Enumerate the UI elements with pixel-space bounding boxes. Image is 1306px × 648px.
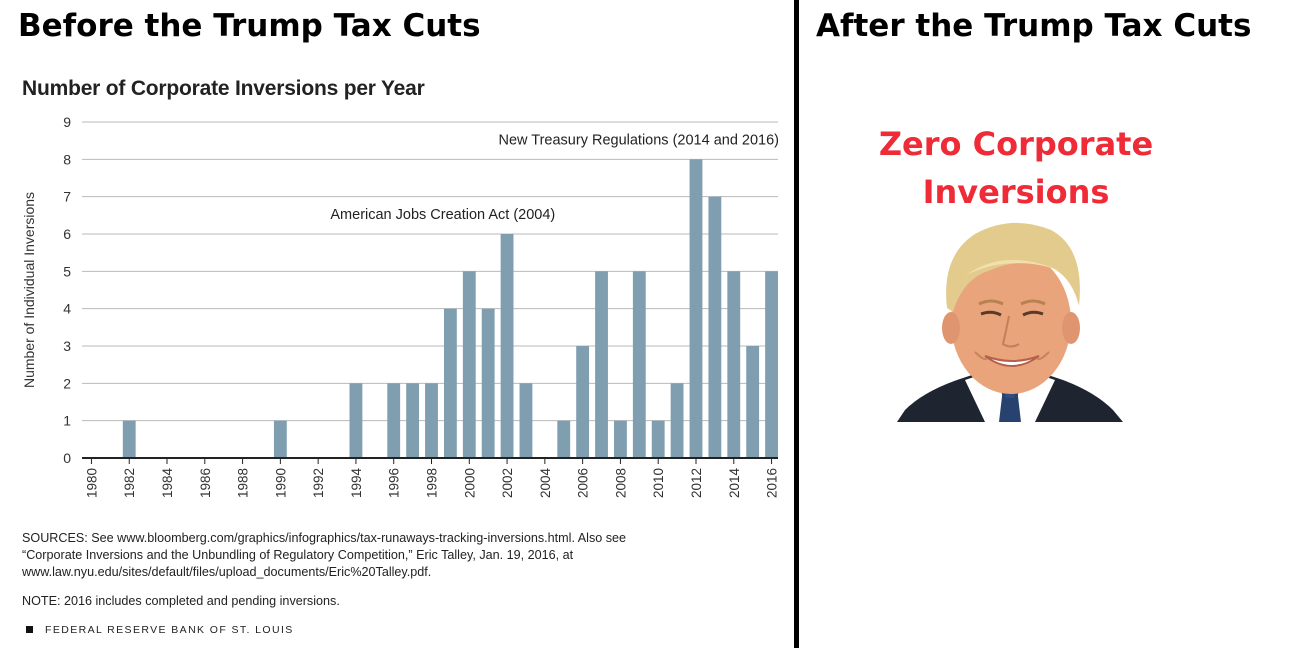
x-tick-label: 2002: [500, 468, 515, 498]
sources-line: SOURCES: See www.bloomberg.com/graphics/…: [22, 531, 627, 545]
x-tick-label: 1982: [122, 468, 137, 498]
publisher-footer: FEDERAL RESERVE BANK OF ST. LOUIS: [26, 624, 294, 636]
before-heading: Before the Trump Tax Cuts: [18, 8, 481, 44]
after-heading: After the Trump Tax Cuts: [816, 8, 1252, 44]
bar: [557, 420, 571, 458]
y-tick-label: 1: [63, 413, 71, 429]
x-tick-label: 1996: [387, 468, 402, 498]
publisher-name: FEDERAL RESERVE BANK OF ST. LOUIS: [45, 624, 294, 636]
sources-line: “Corporate Inversions and the Unbundling…: [22, 548, 574, 562]
bar: [689, 159, 703, 459]
x-tick-label: 2004: [538, 468, 553, 499]
bar: [651, 420, 665, 458]
bar: [519, 383, 533, 458]
y-tick-label: 6: [63, 226, 71, 242]
y-tick-label: 2: [63, 375, 71, 391]
y-tick-label: 7: [63, 189, 71, 205]
bar: [727, 271, 741, 458]
sources-line: www.law.nyu.edu/sites/default/files/uplo…: [22, 565, 432, 579]
portrait-image: [897, 222, 1123, 422]
bar: [632, 271, 646, 458]
bar: [406, 383, 420, 458]
bar: [500, 234, 514, 458]
y-tick-label: 8: [63, 151, 71, 167]
x-tick-label: 1980: [84, 468, 99, 498]
bar: [765, 271, 778, 458]
bar: [613, 420, 627, 458]
x-tick-label: 2006: [576, 468, 591, 498]
bar: [746, 346, 760, 458]
bar: [387, 383, 401, 458]
bar: [708, 196, 722, 458]
bar: [481, 308, 495, 458]
x-tick-label: 1984: [160, 468, 175, 499]
x-tick-label: 1990: [273, 468, 288, 498]
bar: [595, 271, 608, 458]
x-tick-label: 2000: [462, 468, 477, 498]
bar: [425, 383, 438, 458]
bar: [349, 383, 363, 458]
x-tick-label: 1994: [349, 468, 364, 499]
bar: [576, 346, 590, 458]
y-tick-label: 0: [63, 450, 71, 466]
chart-title: Number of Corporate Inversions per Year: [22, 77, 425, 100]
y-tick-label: 9: [63, 114, 71, 130]
x-tick-label: 1998: [425, 468, 440, 498]
x-tick-label: 1992: [311, 468, 326, 498]
chart-annotation: New Treasury Regulations (2014 and 2016): [499, 132, 780, 148]
data-note: NOTE: 2016 includes completed and pendin…: [22, 594, 340, 608]
bar: [122, 420, 136, 458]
callout-line-2: Inversions: [922, 173, 1110, 211]
x-tick-label: 2016: [765, 468, 780, 498]
bar: [670, 383, 684, 458]
inversions-bar-chart: 0 1 2 3 4 5 6 7 8 9 1980 1982 1984 1986 1988 1990 1992 19…: [21, 114, 780, 499]
callout-line-1: Zero Corporate: [878, 125, 1154, 163]
bar: [462, 271, 476, 458]
after-panel: After the Trump Tax Cuts Zero Corporate …: [799, 0, 1306, 648]
y-tick-label: 4: [63, 301, 71, 317]
square-bullet-icon: [26, 626, 33, 633]
y-tick-label: 5: [63, 263, 71, 279]
x-tick-label: 2014: [727, 468, 742, 499]
y-axis-label: Number of Individual Inversions: [21, 192, 37, 388]
x-tick-label: 2008: [613, 468, 628, 498]
x-tick-label: 1988: [236, 468, 251, 498]
x-tick-label: 2010: [651, 468, 666, 498]
sources-note: SOURCES: See www.bloomberg.com/graphics/…: [22, 530, 782, 581]
x-tick-label: 1986: [198, 468, 213, 498]
y-tick-label: 3: [63, 338, 71, 354]
bar: [443, 308, 457, 458]
x-tick-label: 2012: [689, 468, 704, 498]
before-panel: Before the Trump Tax Cuts Number of Corp…: [18, 8, 782, 636]
bar: [273, 420, 287, 458]
panel-divider: [794, 0, 799, 648]
chart-annotation: American Jobs Creation Act (2004): [330, 207, 555, 223]
